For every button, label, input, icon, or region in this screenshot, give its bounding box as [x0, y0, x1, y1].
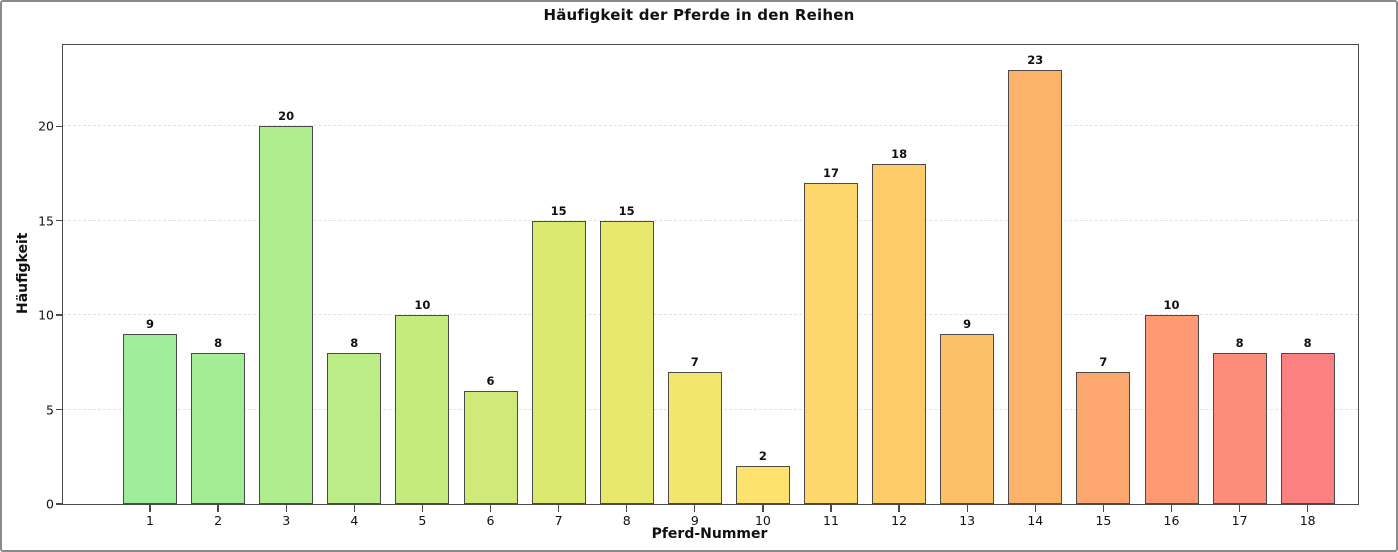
x-tick-mark — [1307, 504, 1309, 512]
bar-3 — [259, 126, 314, 504]
bar-1 — [123, 334, 177, 504]
bar-value-label-13: 9 — [963, 317, 972, 331]
bar-7 — [531, 220, 586, 504]
x-tick-label-12: 12 — [891, 513, 908, 528]
x-tick-label-16: 16 — [1163, 513, 1180, 528]
x-tick-mark — [1034, 504, 1036, 512]
bar-12 — [872, 164, 927, 504]
x-tick-label-2: 2 — [214, 513, 223, 528]
bar-6 — [463, 390, 518, 504]
y-tick-mark — [56, 408, 63, 411]
x-tick-mark — [489, 504, 492, 512]
bar-value-label-16: 10 — [1163, 298, 1180, 313]
bar-value-label-5: 10 — [414, 298, 431, 313]
x-tick-label-13: 13 — [959, 513, 976, 528]
bar-value-label-15: 7 — [1099, 354, 1108, 369]
x-tick-label-4: 4 — [350, 513, 359, 528]
x-tick-label-11: 11 — [823, 513, 839, 528]
bar-value-label-6: 6 — [486, 373, 495, 388]
bar-2 — [191, 352, 246, 504]
x-tick-label-3: 3 — [282, 513, 291, 528]
x-tick-mark — [149, 504, 151, 512]
bar-value-label-3: 20 — [278, 109, 295, 124]
x-tick-mark — [285, 504, 287, 512]
bar-value-label-12: 18 — [891, 147, 908, 161]
x-tick-mark — [217, 504, 219, 512]
bar-value-label-4: 8 — [350, 335, 359, 350]
x-tick-label-7: 7 — [554, 513, 563, 528]
x-tick-label-8: 8 — [622, 513, 631, 528]
bar-5 — [395, 315, 450, 504]
gridline-y-20 — [63, 125, 1358, 127]
x-tick-mark — [966, 504, 968, 512]
bar-value-label-8: 15 — [618, 203, 635, 218]
x-tick-mark — [762, 504, 764, 512]
gridline-y-15 — [63, 219, 1358, 221]
bar-16 — [1144, 315, 1199, 504]
x-tick-label-17: 17 — [1231, 513, 1248, 528]
bar-14 — [1008, 69, 1063, 504]
x-tick-mark — [830, 504, 832, 512]
bar-value-label-14: 23 — [1027, 52, 1044, 67]
bar-17 — [1212, 352, 1267, 504]
bar-value-label-1: 9 — [145, 317, 154, 331]
x-tick-label-6: 6 — [486, 513, 495, 528]
x-tick-mark — [694, 504, 696, 512]
bar-value-label-17: 8 — [1235, 335, 1244, 350]
x-tick-mark — [353, 504, 355, 512]
x-tick-label-5: 5 — [418, 513, 427, 528]
y-tick-label: 20 — [38, 118, 54, 134]
bar-4 — [327, 352, 382, 504]
y-tick-label: 5 — [46, 402, 54, 418]
y-tick-label: 10 — [38, 307, 54, 323]
bar-8 — [599, 220, 654, 504]
y-tick-label: 0 — [46, 496, 54, 512]
bar-15 — [1076, 371, 1131, 504]
x-tick-mark — [557, 504, 560, 512]
bar-11 — [804, 182, 858, 504]
x-tick-label-9: 9 — [690, 513, 699, 528]
y-tick-mark — [56, 219, 63, 222]
bar-value-label-9: 7 — [690, 354, 699, 369]
bar-10 — [735, 466, 790, 504]
bar-value-label-7: 15 — [550, 203, 567, 218]
x-tick-mark — [626, 504, 628, 512]
y-tick-mark — [56, 503, 63, 505]
chart-title: Häufigkeit der Pferde in den Reihen — [543, 6, 855, 24]
x-tick-label-10: 10 — [754, 513, 771, 528]
x-tick-mark — [1102, 504, 1105, 512]
x-tick-mark — [898, 504, 900, 512]
y-tick-mark — [56, 314, 63, 316]
bar-18 — [1280, 352, 1335, 504]
x-tick-label-15: 15 — [1095, 513, 1112, 528]
gridline-y-10 — [63, 314, 1358, 316]
bar-13 — [940, 334, 995, 504]
y-tick-mark — [56, 125, 63, 127]
x-tick-mark — [1238, 504, 1241, 512]
x-tick-mark — [1170, 504, 1173, 512]
x-tick-label-1: 1 — [146, 513, 154, 528]
bar-value-label-11: 17 — [822, 165, 839, 180]
bar-value-label-10: 2 — [758, 449, 767, 464]
y-tick-label: 15 — [38, 213, 54, 229]
y-axis-label: Häufigkeit — [15, 232, 31, 315]
x-tick-label-14: 14 — [1027, 513, 1044, 528]
x-tick-mark — [421, 504, 424, 512]
bar-9 — [667, 371, 722, 504]
x-tick-label-18: 18 — [1299, 513, 1316, 528]
bar-value-label-2: 8 — [214, 335, 223, 350]
x-axis-label: Pferd-Nummer — [651, 526, 768, 542]
bar-value-label-18: 8 — [1303, 335, 1312, 350]
